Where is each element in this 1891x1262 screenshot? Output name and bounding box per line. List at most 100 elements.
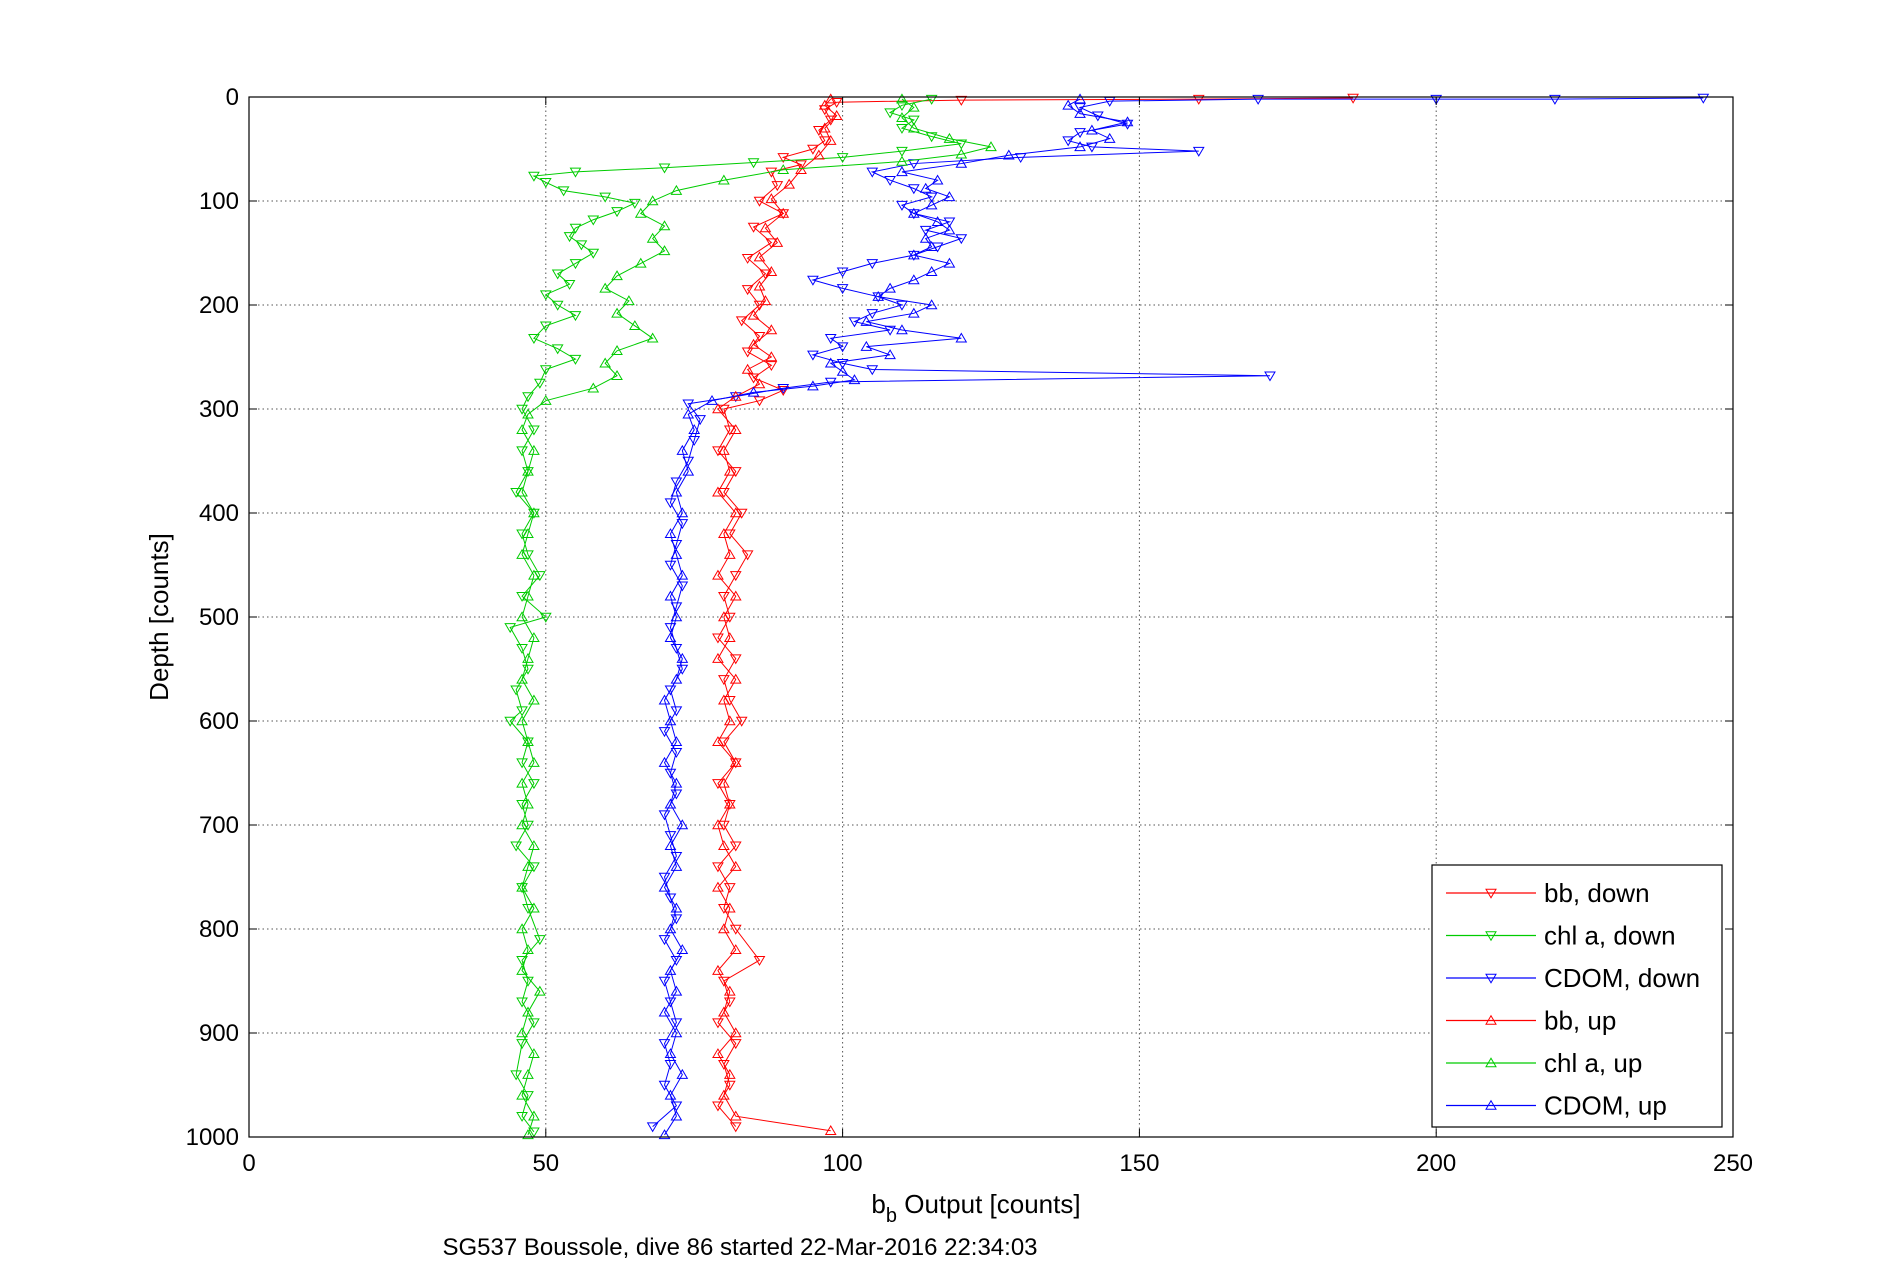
data-point-1-3 xyxy=(907,115,920,126)
data-point-1-18 xyxy=(587,215,600,226)
data-point-4-16 xyxy=(522,798,534,809)
data-point-4-12 xyxy=(516,881,528,892)
data-point-0-15 xyxy=(747,222,760,233)
data-point-2-68 xyxy=(670,914,683,925)
data-point-1-36 xyxy=(516,404,528,415)
data-point-4-51 xyxy=(634,207,647,218)
data-point-4-34 xyxy=(516,424,528,435)
data-point-5-42 xyxy=(884,349,896,360)
data-point-0-51 xyxy=(723,883,736,894)
data-point-3-33 xyxy=(718,444,730,455)
data-point-4-23 xyxy=(522,652,534,663)
data-point-0-58 xyxy=(729,1039,742,1050)
data-point-4-36 xyxy=(539,394,552,405)
data-point-2-71 xyxy=(658,976,671,987)
data-point-4-45 xyxy=(599,282,612,293)
data-point-0-19 xyxy=(741,285,754,296)
y-tick-label-10: 1000 xyxy=(186,1124,239,1151)
data-point-0-62 xyxy=(729,1122,742,1133)
x-tick-label-3: 150 xyxy=(1119,1150,1159,1177)
data-point-4-42 xyxy=(628,320,641,331)
data-point-3-3 xyxy=(723,1068,736,1079)
x-tick-label-0: 0 xyxy=(242,1150,255,1177)
data-point-5-56 xyxy=(919,232,932,243)
data-point-5-54 xyxy=(907,249,920,260)
data-point-4-52 xyxy=(646,195,659,206)
data-point-4-48 xyxy=(658,245,671,256)
data-point-5-62 xyxy=(919,182,932,193)
data-point-1-16 xyxy=(628,198,641,209)
data-point-5-67 xyxy=(1074,141,1086,152)
data-point-4-1 xyxy=(528,1110,540,1121)
data-point-2-22 xyxy=(955,234,968,245)
y-tick-label-3: 300 xyxy=(199,396,239,423)
data-point-4-24 xyxy=(528,632,540,643)
data-point-2-61 xyxy=(664,768,677,779)
data-point-1-8 xyxy=(836,153,849,164)
data-point-5-46 xyxy=(860,315,873,326)
data-point-2-37 xyxy=(836,358,849,369)
data-point-5-17 xyxy=(670,777,683,788)
data-point-1-38 xyxy=(516,446,528,457)
data-point-5-8 xyxy=(664,964,677,975)
data-point-0-47 xyxy=(723,799,736,810)
data-point-0-57 xyxy=(712,1018,724,1029)
data-point-0-55 xyxy=(718,976,730,987)
legend-marker-1 xyxy=(1485,931,1497,942)
data-point-2-1 xyxy=(1549,94,1561,105)
x-axis-label-main: b xyxy=(871,1189,885,1219)
data-point-0-45 xyxy=(729,758,742,769)
data-point-1-41 xyxy=(528,508,540,519)
data-point-3-13 xyxy=(729,860,742,871)
data-point-1-24 xyxy=(551,269,564,280)
legend-marker-2 xyxy=(1485,973,1497,984)
data-point-2-69 xyxy=(658,935,671,946)
data-point-1-21 xyxy=(575,240,588,251)
data-point-5-6 xyxy=(658,1006,671,1017)
data-point-3-58 xyxy=(824,93,837,104)
data-point-2-14 xyxy=(866,167,879,178)
data-point-5-18 xyxy=(658,756,671,767)
data-point-2-0 xyxy=(1697,93,1710,104)
data-point-1-51 xyxy=(516,706,528,717)
data-point-1-68 xyxy=(510,1070,522,1081)
data-point-2-47 xyxy=(670,477,683,488)
data-point-5-3 xyxy=(676,1068,689,1079)
data-point-5-50 xyxy=(884,282,896,293)
data-point-4-53 xyxy=(670,184,683,195)
data-point-4-30 xyxy=(528,507,540,518)
data-point-3-30 xyxy=(729,507,742,518)
data-point-0-21 xyxy=(735,316,748,327)
data-point-2-72 xyxy=(664,997,677,1008)
data-point-3-38 xyxy=(741,363,754,374)
data-point-5-9 xyxy=(676,944,689,955)
data-point-1-48 xyxy=(516,643,528,654)
data-point-2-40 xyxy=(824,377,837,388)
legend-marker-4 xyxy=(1485,1057,1497,1068)
data-point-5-26 xyxy=(664,590,677,601)
series-3 xyxy=(712,93,843,1136)
data-point-4-26 xyxy=(522,590,534,601)
series-line-5 xyxy=(663,98,1128,1136)
legend-box xyxy=(1431,864,1723,1128)
data-point-4-6 xyxy=(522,1006,534,1017)
data-point-5-64 xyxy=(896,166,908,177)
data-point-5-28 xyxy=(670,548,683,559)
data-point-2-16 xyxy=(907,184,920,195)
data-point-5-16 xyxy=(664,798,677,809)
data-point-1-29 xyxy=(539,321,552,332)
data-point-5-53 xyxy=(943,257,956,268)
data-point-0-13 xyxy=(753,196,766,207)
data-point-1-35 xyxy=(522,392,534,403)
data-point-0-6 xyxy=(812,126,825,137)
data-point-1-65 xyxy=(516,997,528,1008)
data-point-3-23 xyxy=(712,652,724,663)
data-point-3-43 xyxy=(759,295,772,306)
data-point-5-58 xyxy=(931,216,944,227)
data-point-5-55 xyxy=(925,241,938,252)
data-point-3-35 xyxy=(712,403,724,414)
data-point-5-60 xyxy=(925,199,938,210)
y-tick-label-7: 700 xyxy=(199,812,239,839)
data-point-0-36 xyxy=(729,571,742,582)
